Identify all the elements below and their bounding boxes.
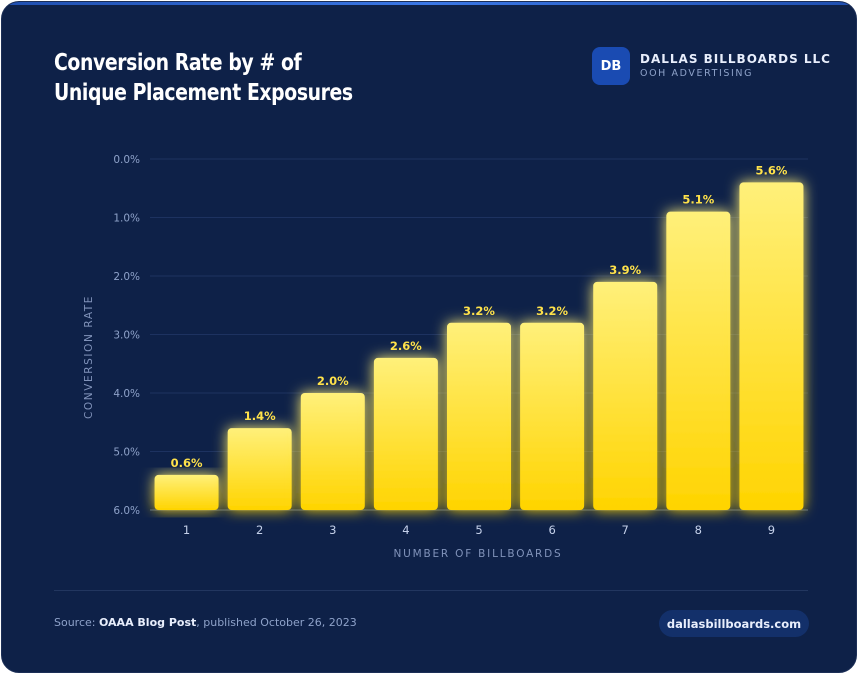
x-tick-label-9: 9	[768, 523, 775, 537]
value-labels: 0.6% 1.4% 2.0% 2.6% 3.2% 3.2% 3.9% 5.1% 5.6%	[171, 163, 788, 470]
value-label-9: 5.6%	[755, 163, 787, 177]
x-axis-label: NUMBER OF BILLBOARDS	[393, 548, 563, 560]
x-axis-ticks: 1 2 3 4 5 6 7 8 9	[183, 523, 775, 537]
accent-top-bar	[2, 2, 856, 5]
x-tick-label-3: 3	[329, 523, 336, 537]
bar-5	[447, 322, 511, 510]
y-axis-ticks: 0.0% 1.0% 2.0% 3.0% 4.0% 5.0% 6.0%	[113, 154, 140, 517]
bar-6	[520, 322, 585, 510]
bar-4	[373, 357, 438, 510]
x-tick-label-1: 1	[183, 523, 190, 537]
chart-title: Conversion Rate by # of Unique Placement…	[54, 48, 353, 108]
brand-name: DALLAS BILLBOARDS LLC	[640, 52, 831, 66]
value-label-7: 3.9%	[609, 263, 641, 277]
bar-9	[739, 182, 804, 510]
x-tick-label-7: 7	[622, 523, 629, 537]
bars	[154, 182, 804, 510]
bar-8	[666, 211, 731, 510]
website-badge[interactable]: dallasbillboards.com	[659, 610, 809, 637]
y-tick-label: 6.0%	[113, 505, 140, 517]
source-link-name: OAAA Blog Post	[98, 616, 197, 629]
x-tick-label-8: 8	[695, 523, 702, 537]
brand-tagline: OOH ADVERTISING	[640, 68, 754, 79]
value-label-3: 2.0%	[317, 374, 349, 388]
y-tick-label: 3.0%	[113, 330, 140, 342]
bar-2	[227, 428, 292, 510]
brand-logo-badge: DB	[592, 47, 630, 85]
value-label-4: 2.6%	[390, 339, 422, 353]
y-tick-label: 1.0%	[113, 213, 140, 225]
value-label-2: 1.4%	[244, 409, 276, 423]
x-tick-label-6: 6	[548, 523, 555, 537]
bar-3	[300, 393, 365, 510]
y-tick-label: 2.0%	[113, 271, 140, 283]
value-label-8: 5.1%	[682, 193, 714, 207]
chart-title-line-1: Conversion Rate by # of	[54, 50, 302, 76]
x-tick-label-2: 2	[256, 523, 263, 537]
bar-7	[593, 281, 658, 510]
value-label-6: 3.2%	[536, 304, 568, 318]
source-note: Source: OAAA Blog Post, published Octobe…	[54, 616, 357, 629]
bar-1	[154, 474, 219, 510]
value-label-5: 3.2%	[463, 304, 495, 318]
footer-divider	[54, 590, 808, 591]
y-tick-label: 0.0%	[113, 154, 140, 166]
x-tick-label-5: 5	[475, 523, 482, 537]
y-tick-label: 4.0%	[113, 388, 140, 400]
value-label-1: 0.6%	[171, 456, 203, 470]
chart-title-line-2: Unique Placement Exposures	[54, 80, 353, 106]
y-tick-label: 5.0%	[113, 447, 140, 459]
x-tick-label-4: 4	[402, 523, 409, 537]
